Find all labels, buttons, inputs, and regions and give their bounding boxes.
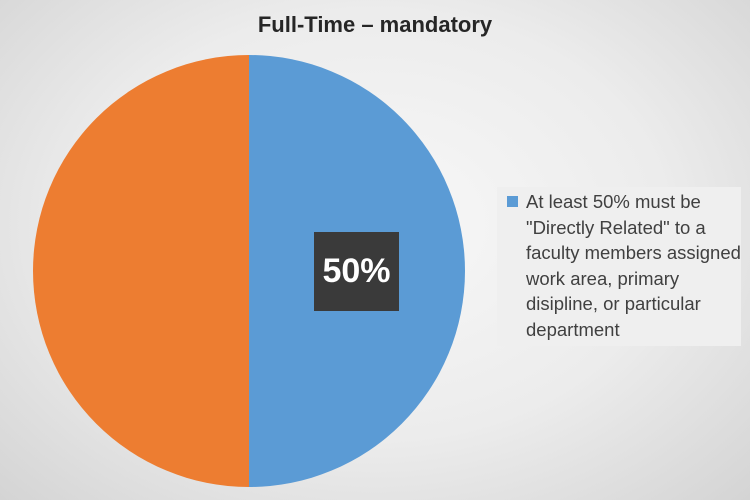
- data-label-box: 50%: [314, 232, 399, 311]
- data-label-slice-0: 50%: [322, 252, 391, 290]
- chart-title: Full-Time – mandatory: [257, 12, 493, 37]
- pie-slice-1: [33, 55, 249, 487]
- legend-entry-text: At least 50% must be "Directly Related" …: [526, 191, 741, 340]
- legend-swatch: [507, 196, 518, 207]
- legend: At least 50% must be "Directly Related" …: [497, 187, 741, 346]
